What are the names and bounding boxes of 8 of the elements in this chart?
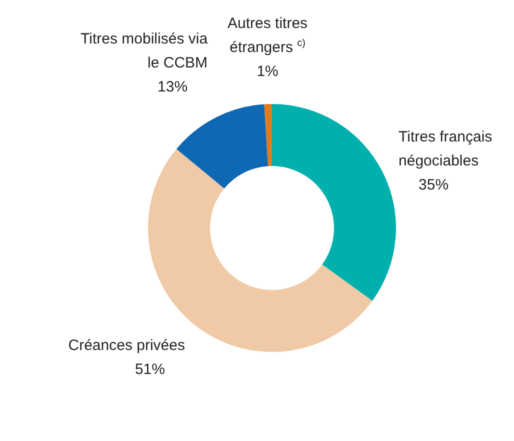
data-label: 51% bbox=[134, 361, 165, 378]
slice-label: Titres mobilisés via le CCBM bbox=[80, 30, 208, 72]
data-label: 1% bbox=[256, 63, 278, 80]
slice-label: Titres français négociables bbox=[398, 128, 492, 170]
slice-label: Autres titres étrangers c) bbox=[228, 15, 308, 56]
data-label: 13% bbox=[158, 78, 188, 96]
data-label: 35% bbox=[418, 176, 449, 194]
slice-label: Créances privées bbox=[68, 337, 185, 354]
